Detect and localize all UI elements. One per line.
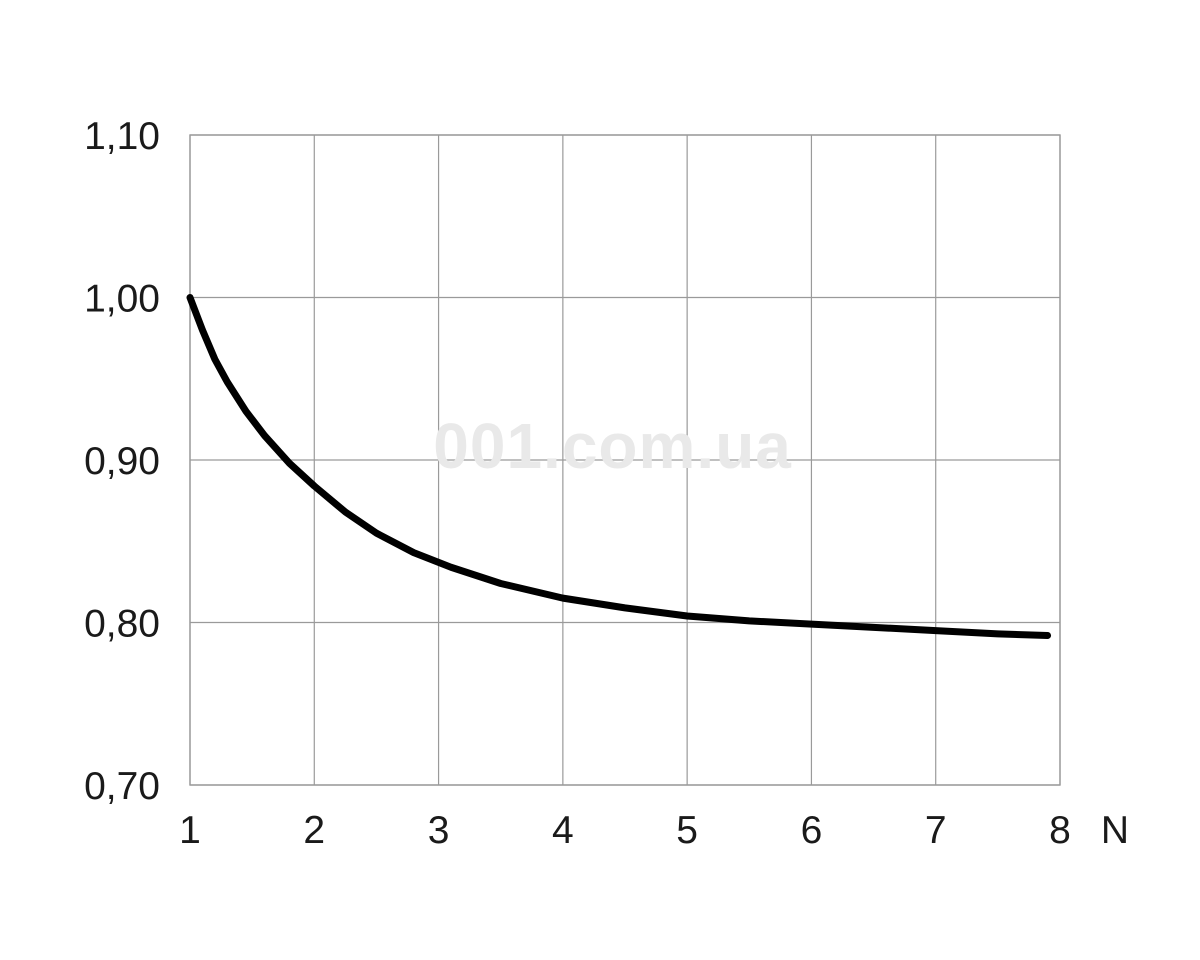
- x-tick-label: 8: [1049, 809, 1071, 852]
- x-tick-label: 5: [676, 809, 698, 852]
- x-tick-label: 1: [179, 809, 201, 852]
- x-tick-label: 4: [552, 809, 574, 852]
- x-tick-label: 6: [801, 809, 823, 852]
- watermark-text: 001.com.ua: [433, 410, 792, 482]
- y-tick-label: 0,90: [84, 440, 160, 483]
- x-tick-label: 3: [428, 809, 450, 852]
- x-tick-label: 2: [303, 809, 325, 852]
- chart-container: 001.com.ua 0,70 0,80 0,90 1,00 1,10 1 2 3 4 5 6 7 8N: [0, 0, 1200, 960]
- y-tick-label: 1,00: [84, 278, 160, 321]
- y-tick-label: 0,70: [84, 765, 160, 808]
- y-tick-label: 0,80: [84, 603, 160, 646]
- x-tick-label: 7: [925, 809, 947, 852]
- x-axis-label: N: [1101, 809, 1129, 852]
- y-tick-label: 1,10: [84, 115, 160, 158]
- line-chart: 001.com.ua 0,70 0,80 0,90 1,00 1,10 1 2 3 4 5 6 7 8N: [0, 0, 1200, 960]
